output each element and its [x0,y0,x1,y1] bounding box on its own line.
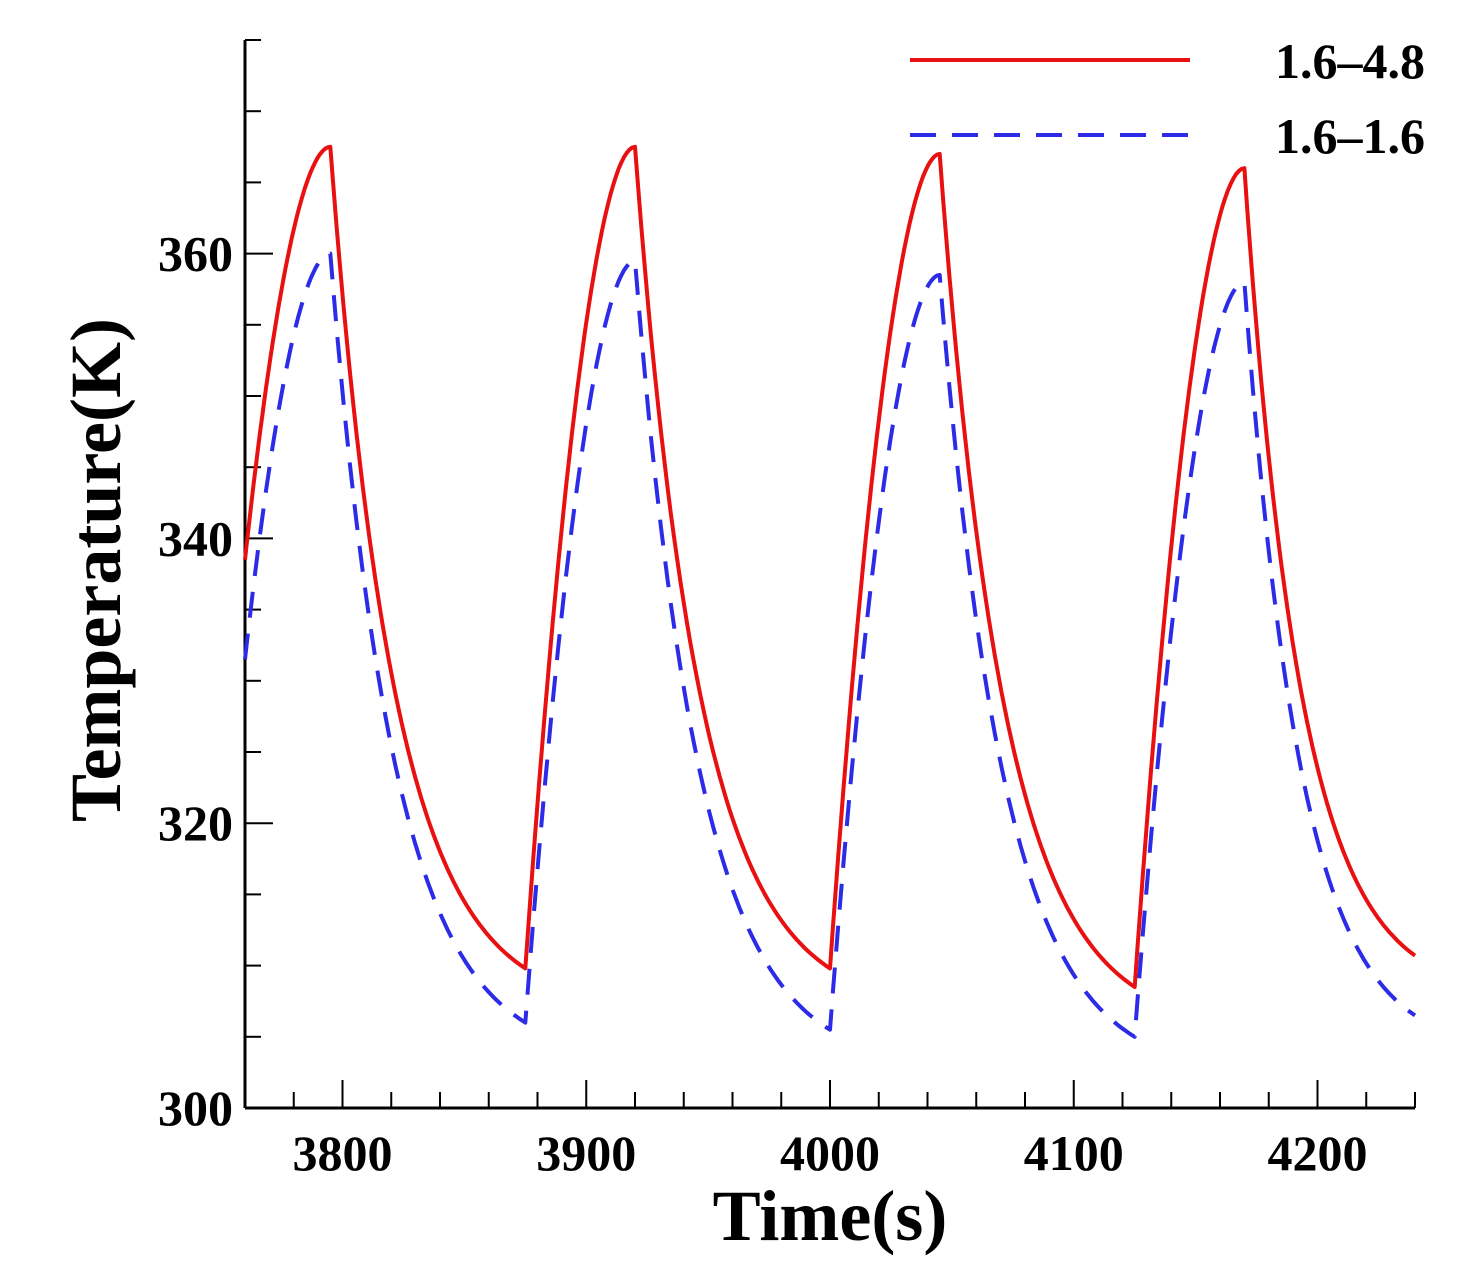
x-tick-label: 3800 [293,1125,393,1181]
legend-label-1: 1.6–4.8 [1275,33,1425,89]
y-tick-label: 300 [158,1080,233,1136]
legend-label-2: 1.6–1.6 [1275,108,1425,164]
series-line-2 [243,251,1417,1039]
x-tick-label: 4200 [1268,1125,1368,1181]
y-tick-label: 340 [158,510,233,566]
series-layer [243,144,1417,1039]
x-tick-label: 3900 [536,1125,636,1181]
legend: 1.6–4.8 1.6–1.6 [910,33,1425,164]
x-axis-title: Time(s) [713,1176,948,1256]
y-axis-title: Temperature(K) [56,318,136,822]
y-tick-label: 320 [158,795,233,851]
y-tick-label: 360 [158,226,233,282]
series-line-1 [243,144,1417,989]
x-tick-label: 4000 [780,1125,880,1181]
ticks: 3800 3900 4000 4100 4200 300 320 340 360 [158,39,1416,1181]
x-tick-label: 4100 [1024,1125,1124,1181]
